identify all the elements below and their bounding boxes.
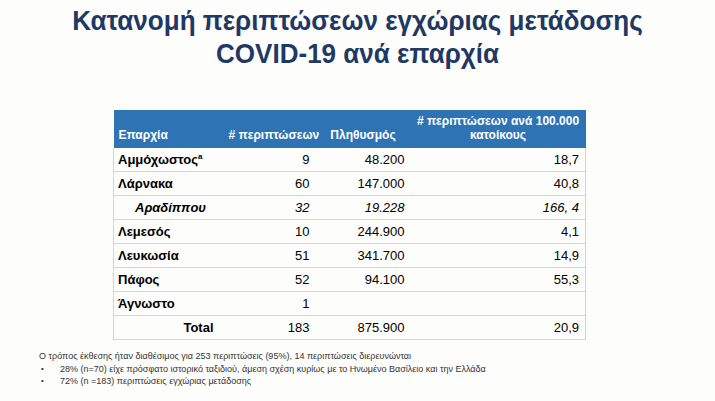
cell-province: Άγνωστο [114, 292, 224, 316]
cell-province: Λεμεσός [114, 220, 224, 244]
footnotes: Ο τρόπος έκθεσης ήταν διαθέσιμος για 253… [39, 350, 486, 388]
cell-rate [411, 292, 586, 316]
cell-rate: 40,8 [411, 172, 586, 196]
cases-table: Επαρχία # περιπτώσεων Πληθυσμός # περιπτ… [113, 110, 586, 340]
table-row: Λεμεσός 10 244.900 4,1 [114, 220, 586, 244]
header-population: Πληθυσμός [316, 110, 411, 148]
slide-title-line1: Κατανομή περιπτώσεων εγχώριας μετάδοσης [25, 4, 690, 37]
cell-cases: 1 [224, 292, 316, 316]
table-row: Λευκωσία 51 341.700 14,9 [114, 244, 586, 268]
cell-cases: 51 [224, 244, 316, 268]
footnote-text: 28% (n=70) είχε πρόσφατο ιστορικό ταξιδι… [60, 363, 486, 376]
slide-title-line2: COVID-19 ανά επαρχία [25, 37, 690, 70]
table-header-row: Επαρχία # περιπτώσεων Πληθυσμός # περιπτ… [114, 110, 586, 148]
cell-province: Λάρνακα [114, 172, 224, 196]
cell-population: 48.200 [316, 148, 411, 172]
table-row: Λάρνακα 60 147.000 40,8 [114, 172, 586, 196]
cell-rate: 166, 4 [411, 196, 586, 220]
cell-population: 244.900 [316, 220, 411, 244]
cell-cases: 52 [224, 268, 316, 292]
cell-population: 19.228 [316, 196, 411, 220]
cell-population [316, 292, 411, 316]
cell-rate: 55,3 [411, 268, 586, 292]
cell-cases: 9 [224, 148, 316, 172]
bullet-icon: • [39, 363, 60, 376]
cell-rate: 20,9 [411, 316, 586, 340]
footnote-text: 72% (n =183) περιπτώσεις εγχώριας μετάδο… [60, 375, 251, 388]
table-row-total: Total 183 875.900 20,9 [114, 316, 586, 340]
footnote-line: Ο τρόπος έκθεσης ήταν διαθέσιμος για 253… [39, 350, 486, 363]
cell-rate: 4,1 [411, 220, 586, 244]
cell-province: Λευκωσία [114, 244, 224, 268]
footnote-marker: a [198, 152, 202, 161]
table-row: Πάφος 52 94.100 55,3 [114, 268, 586, 292]
cell-population: 341.700 [316, 244, 411, 268]
header-cases: # περιπτώσεων [224, 110, 316, 148]
cell-population: 94.100 [316, 268, 411, 292]
cell-population: 147.000 [316, 172, 411, 196]
table-row: Αμμόχωστοςa 9 48.200 18,7 [114, 148, 586, 172]
cell-cases: 10 [224, 220, 316, 244]
footnote-bullet-line: • 28% (n=70) είχε πρόσφατο ιστορικό ταξι… [39, 363, 486, 376]
table-row-subrow: Αραδίππου 32 19.228 166, 4 [114, 196, 586, 220]
table-row: Άγνωστο 1 [114, 292, 586, 316]
header-province: Επαρχία [114, 110, 224, 148]
cell-rate: 14,9 [411, 244, 586, 268]
cell-rate: 18,7 [411, 148, 586, 172]
bullet-icon: • [39, 375, 60, 388]
cell-cases: 60 [224, 172, 316, 196]
cell-total-label: Total [114, 316, 224, 340]
slide-title: Κατανομή περιπτώσεων εγχώριας μετάδοσης … [25, 4, 690, 70]
cell-cases: 32 [224, 196, 316, 220]
cell-cases: 183 [224, 316, 316, 340]
cell-province: Αμμόχωστοςa [114, 148, 224, 172]
slide: Κατανομή περιπτώσεων εγχώριας μετάδοσης … [0, 0, 715, 401]
cell-population: 875.900 [316, 316, 411, 340]
footnote-bullet-line: • 72% (n =183) περιπτώσεις εγχώριας μετά… [39, 375, 486, 388]
footnote-text: Ο τρόπος έκθεσης ήταν διαθέσιμος για 253… [39, 350, 411, 363]
header-rate: # περιπτώσεων ανά 100.000 κατοίκους [411, 110, 586, 148]
cell-province: Αραδίππου [114, 196, 224, 220]
cell-province: Πάφος [114, 268, 224, 292]
